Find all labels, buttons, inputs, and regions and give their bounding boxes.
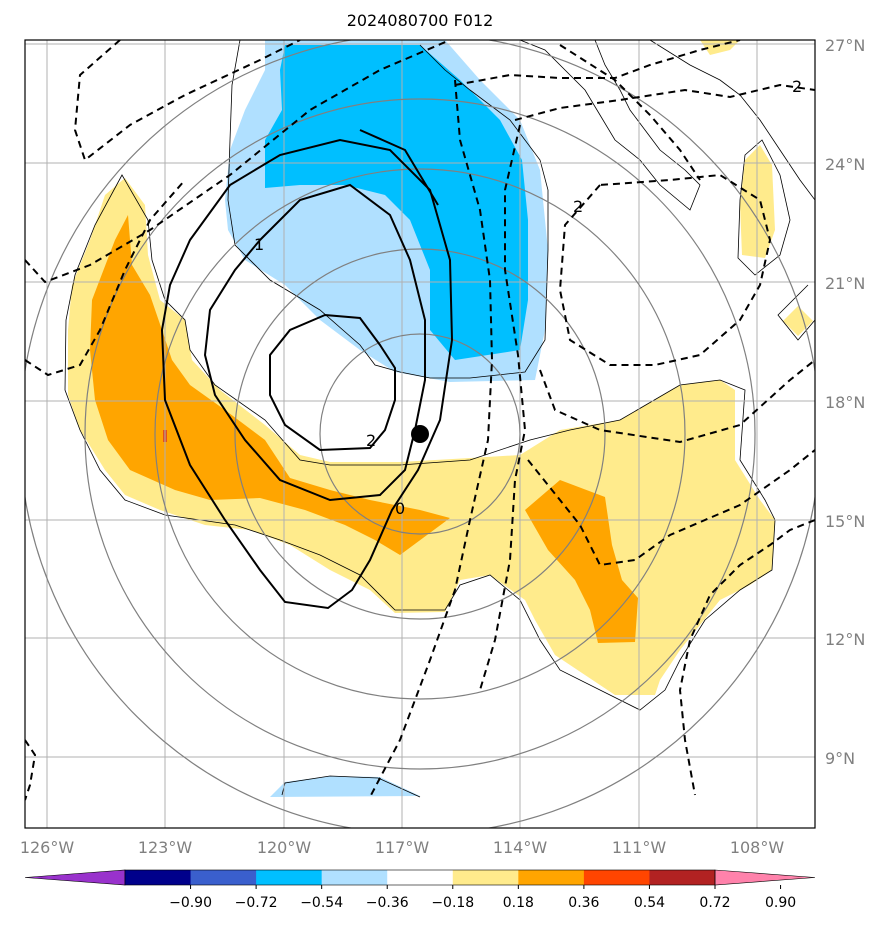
lat-label-18n: 18°N [825, 393, 865, 412]
lon-label-111w: 111°W [612, 838, 667, 857]
lat-label-12n: 12°N [825, 630, 865, 649]
orange-region-west [90, 215, 450, 555]
colorbar-swatch [387, 870, 454, 885]
colorbar-tick-label: −0.90 [169, 895, 212, 911]
lon-label-114w: 114°W [493, 838, 548, 857]
colorbar-tick-label: −0.72 [235, 895, 278, 911]
lat-label-9n: 9°N [825, 749, 855, 768]
lon-label-120w: 120°W [257, 838, 312, 857]
map-title: 2024080700 F012 [347, 11, 494, 30]
colorbar-tick-label: 0.18 [503, 895, 534, 911]
map-frame [24, 39, 816, 829]
colorbar-tick-label: −0.54 [300, 895, 343, 911]
map-area: 1 2 0 2 2 [25, 40, 815, 828]
colorbar: −0.90 −0.72 −0.54 −0.36 −0.18 0.18 0.36 0.54 0.7… [24, 869, 816, 911]
dashed-contour-label-east: 2 [573, 197, 583, 216]
lon-label-126w: 126°W [20, 838, 75, 857]
blue-region [265, 45, 528, 360]
colorbar-tick-label: 0.72 [699, 895, 730, 911]
colorbar-swatch [321, 870, 388, 885]
colorbar-swatch [583, 870, 650, 885]
contour-label-minus2: 2 [366, 431, 376, 450]
dashed-contour-label-ne: 2 [792, 77, 802, 96]
lon-label-108w: 108°W [730, 838, 785, 857]
colorbar-swatch [125, 870, 192, 885]
colorbar-extend-low [24, 869, 126, 886]
storm-center-marker [411, 425, 429, 443]
light-blue-patch-south [270, 776, 420, 797]
colorbar-swatch [190, 870, 257, 885]
lat-label-15n: 15°N [825, 512, 865, 531]
colorbar-tick-label: −0.18 [431, 895, 474, 911]
colorbar-frame [124, 869, 716, 886]
range-rings [25, 40, 815, 828]
colorbar-swatch [518, 870, 585, 885]
colorbar-swatch [649, 870, 716, 885]
contour-label-minus1: 1 [254, 235, 264, 254]
colorbar-labels: −0.90 −0.72 −0.54 −0.36 −0.18 0.18 0.36 0.54 0.7… [169, 885, 796, 911]
colorbar-tick-label: −0.36 [366, 895, 409, 911]
latitude-labels: 27°N 24°N 21°N 18°N 15°N 12°N 9°N [825, 36, 865, 768]
colorbar-swatch [452, 870, 519, 885]
lat-label-24n: 24°N [825, 155, 865, 174]
contour-label-zero: 0 [395, 499, 405, 518]
colorbar-tick-label: 0.54 [634, 895, 665, 911]
lat-label-27n: 27°N [825, 36, 865, 55]
lon-label-117w: 117°W [375, 838, 430, 857]
colorbar-swatches [24, 869, 816, 886]
longitude-labels: 126°W 123°W 120°W 117°W 114°W 111°W 108°… [20, 838, 785, 857]
lat-label-21n: 21°N [825, 274, 865, 293]
orange-region-east [525, 480, 638, 643]
colorbar-extend-high [714, 869, 816, 886]
colorbar-tick-label: 0.90 [765, 895, 796, 911]
dashed-contours [25, 40, 815, 801]
graticule [25, 40, 815, 828]
solid-contours [160, 129, 454, 610]
lon-label-123w: 123°W [138, 838, 193, 857]
colorbar-swatch [256, 870, 323, 885]
colorbar-tick-label: 0.36 [568, 895, 599, 911]
light-yellow-diamond [783, 306, 813, 336]
